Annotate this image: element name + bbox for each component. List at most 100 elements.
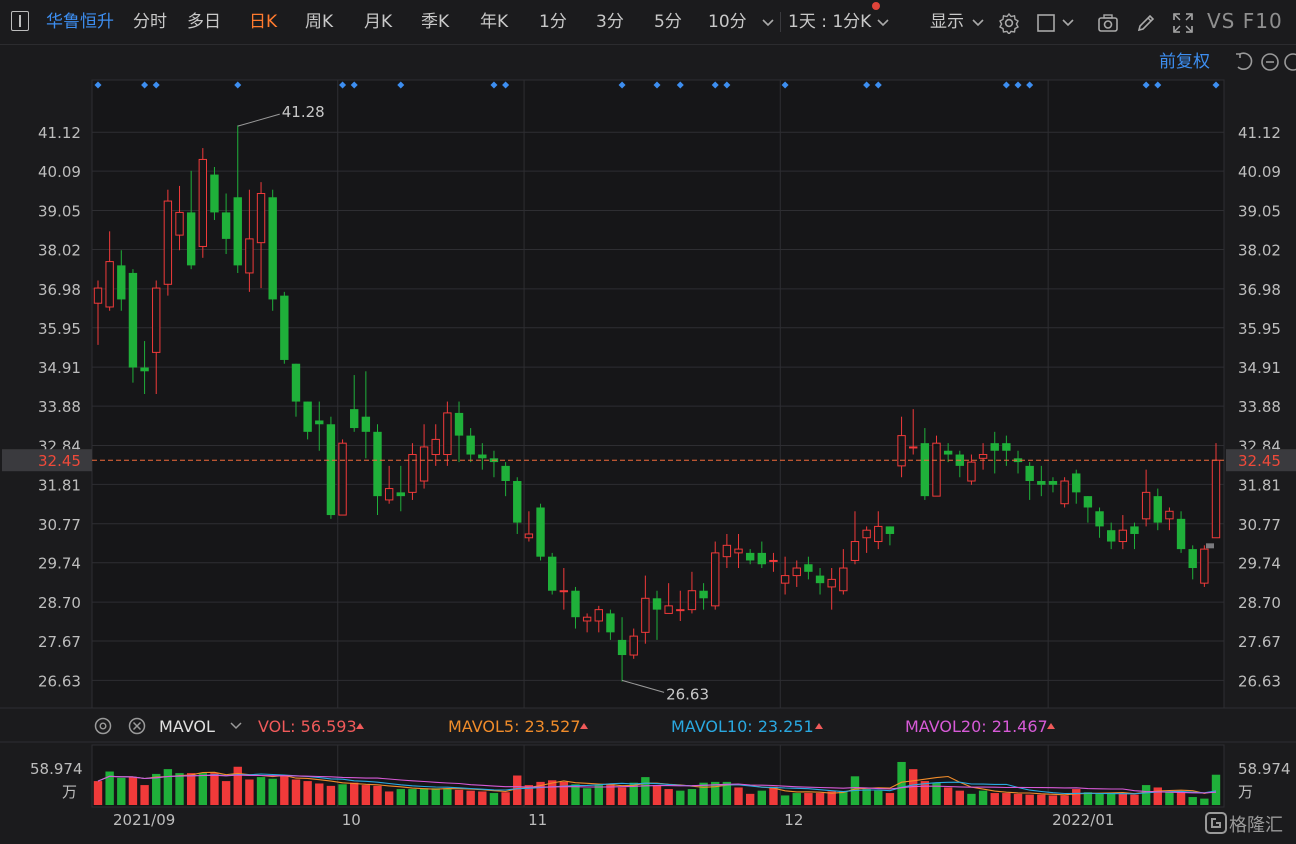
event-marker-icon[interactable] [1142,81,1150,89]
volume-bar[interactable] [454,789,464,805]
volume-bar[interactable] [1153,787,1162,805]
candle[interactable] [827,568,836,610]
event-marker-icon[interactable] [94,81,102,89]
volume-bar[interactable] [792,793,801,805]
volume-bar[interactable] [1176,792,1186,805]
event-marker-icon[interactable] [1026,81,1034,89]
candle[interactable] [315,401,324,451]
volume-bar[interactable] [1083,792,1093,805]
candle[interactable] [629,628,638,659]
candle[interactable] [443,401,452,466]
volume-bar[interactable] [606,783,615,805]
candle[interactable] [652,590,662,640]
volume-bar[interactable] [1188,797,1197,805]
candle[interactable] [594,605,603,633]
candle[interactable] [303,401,312,440]
event-marker-icon[interactable] [676,81,684,89]
settings-gear-icon[interactable] [998,12,1020,34]
candle[interactable] [466,428,475,463]
candle[interactable] [1153,488,1162,531]
volume-bar[interactable] [373,785,382,805]
volume-bar[interactable] [384,791,394,805]
tab-weekly-k[interactable]: 周K [305,12,334,32]
volume-bar[interactable] [1130,794,1139,805]
candle[interactable] [734,533,743,569]
candle[interactable] [408,443,417,500]
volume-bar[interactable] [361,785,371,805]
volume-bar[interactable] [827,791,836,805]
candle[interactable] [233,125,242,273]
volume-bar[interactable] [804,793,813,805]
volume-bar[interactable] [617,787,627,805]
candle[interactable] [676,590,685,621]
candle[interactable] [140,341,149,394]
volume-bar[interactable] [489,793,499,805]
volume-bar[interactable] [897,761,906,805]
volume-bar[interactable] [967,793,976,805]
candle[interactable] [699,583,708,610]
candle[interactable] [291,363,301,417]
display-chevron-down-icon[interactable] [970,14,986,30]
volume-bar[interactable] [955,790,964,805]
volume-bar[interactable] [1025,794,1034,805]
candle[interactable] [1060,477,1069,508]
event-marker-icon[interactable] [1014,81,1022,89]
candle[interactable] [1037,465,1046,497]
event-marker-icon[interactable] [1212,81,1220,89]
volume-bar[interactable] [478,791,487,805]
volume-bar[interactable] [501,792,510,805]
volume-bar[interactable] [1141,785,1151,805]
candle[interactable] [885,526,895,546]
volume-bar[interactable] [687,789,697,805]
volume-bar[interactable] [1060,795,1069,805]
volume-bar[interactable] [326,785,336,805]
candle[interactable] [757,541,767,569]
event-marker-icon[interactable] [618,81,626,89]
candle[interactable] [780,556,790,595]
volume-bar[interactable] [233,766,242,805]
volume-bar[interactable] [582,788,592,805]
candle[interactable] [245,189,254,292]
candle[interactable] [664,583,673,614]
volume-bar[interactable] [932,782,941,805]
volume-bar[interactable] [839,791,848,805]
volume-bar[interactable] [664,789,673,805]
tab-monthly-k[interactable]: 月K [364,12,393,32]
tab-5min[interactable]: 5分 [654,12,682,32]
volume-bar[interactable] [769,786,778,805]
volume-bar[interactable] [431,788,440,805]
candle[interactable] [617,617,627,682]
candle[interactable] [559,568,569,610]
candle[interactable] [373,424,382,516]
multi-period-selector[interactable]: 1天 : 1分K [788,12,872,32]
volume-bar[interactable] [920,781,930,805]
candle[interactable] [1095,507,1104,538]
volume-bar[interactable] [466,790,475,805]
event-marker-icon[interactable] [723,81,731,89]
volume-bar[interactable] [547,780,557,805]
volume-bar[interactable] [1106,793,1116,805]
tab-10min[interactable]: 10分 [708,12,747,32]
event-marker-icon[interactable] [397,81,405,89]
candle[interactable] [978,443,988,470]
candle[interactable] [338,439,347,516]
event-marker-icon[interactable] [781,81,789,89]
candle[interactable] [396,465,405,512]
candle[interactable] [804,556,813,580]
candle[interactable] [536,503,545,561]
volume-bar[interactable] [885,793,895,805]
volume-bar[interactable] [419,788,429,805]
candle[interactable] [547,552,557,595]
volume-bar[interactable] [105,771,114,805]
candle[interactable] [513,477,522,534]
volume-bar[interactable] [734,787,743,805]
candle[interactable] [524,511,534,542]
candle[interactable] [350,375,359,432]
zoom-out-icon[interactable] [1261,53,1279,71]
volume-bar[interactable] [186,773,196,805]
candle[interactable] [326,416,336,519]
candle[interactable] [93,280,103,345]
volume-bar[interactable] [396,789,405,805]
volume-bar[interactable] [780,795,790,805]
candle[interactable] [1083,496,1093,523]
